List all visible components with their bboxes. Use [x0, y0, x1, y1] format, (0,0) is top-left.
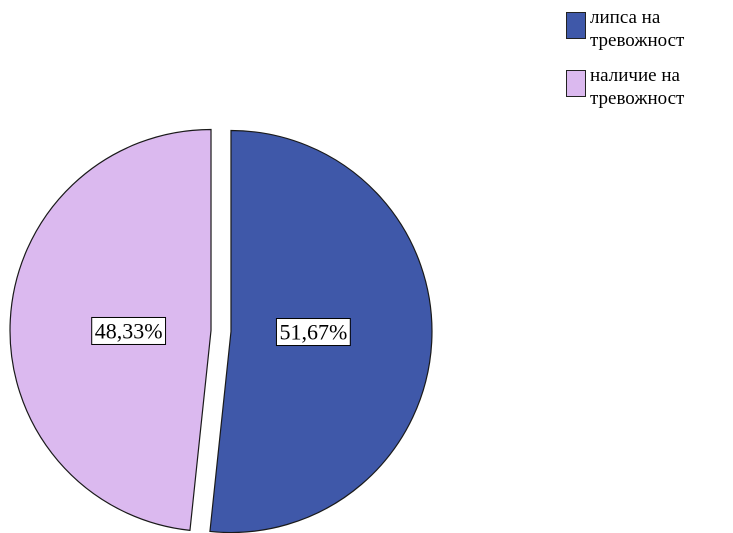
legend-item-presence: наличие на тревожност: [566, 64, 731, 122]
slice-value-text-0: 51,67%: [279, 320, 347, 345]
legend-swatch-absence: [566, 12, 586, 39]
legend-label-presence: наличие на тревожност: [590, 65, 685, 109]
slice-value-label-0: 51,67%: [275, 318, 351, 347]
slice-value-box-1: [91, 316, 167, 345]
pie-value-labels: 51,67% 48,33%: [91, 316, 351, 347]
pie-slices: [9, 128, 433, 533]
legend-item-absence: липса на тревожност: [566, 6, 731, 64]
slice-value-label-1: 48,33%: [91, 316, 167, 345]
slice-value-text-1: 48,33%: [95, 318, 163, 343]
legend: липса на тревожност наличие на тревожнос…: [566, 6, 731, 122]
legend-label-absence: липса на тревожност: [590, 7, 685, 51]
legend-swatch-presence: [566, 70, 586, 97]
slice-value-box-0: [275, 318, 351, 347]
